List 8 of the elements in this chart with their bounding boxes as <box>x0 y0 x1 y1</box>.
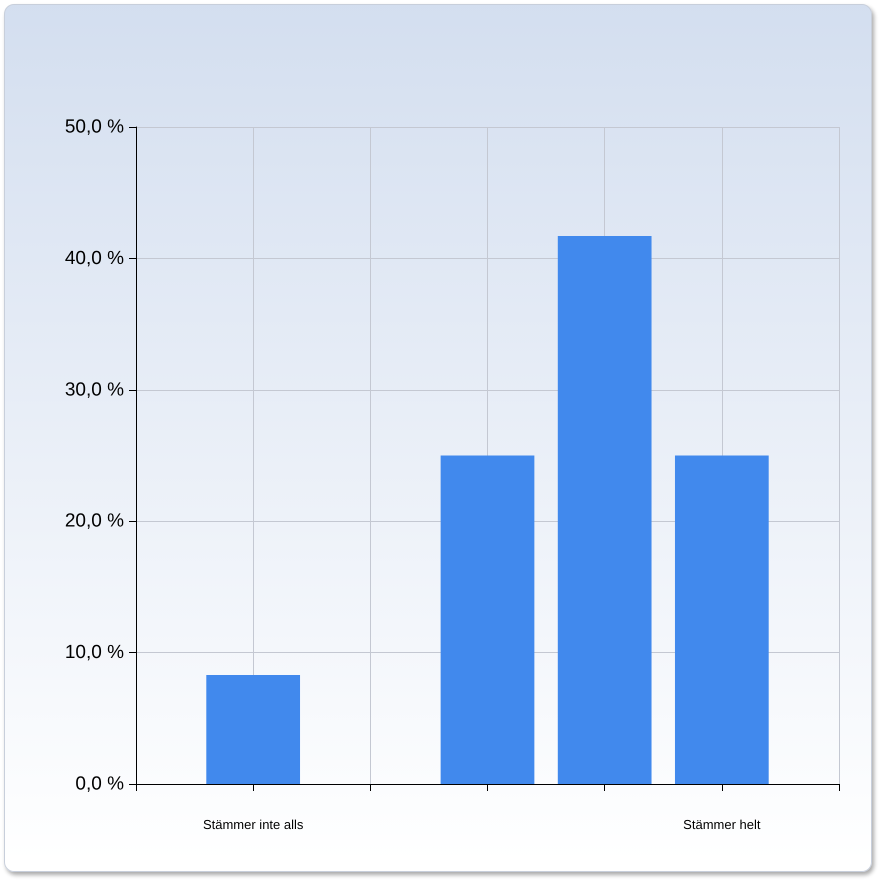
y-tick-label: 10,0 % <box>64 642 124 664</box>
y-tick-label: 30,0 % <box>64 379 124 400</box>
x-tick-label: Stämmer helt <box>683 817 761 832</box>
x-tick-label: Stämmer inte alls <box>202 817 304 832</box>
y-tick-label: 50,0 % <box>64 116 124 138</box>
y-tick-label: 0,0 % <box>75 774 124 794</box>
y-tick-label: 40,0 % <box>64 248 124 269</box>
y-tick-label: 20,0 % <box>64 510 124 532</box>
